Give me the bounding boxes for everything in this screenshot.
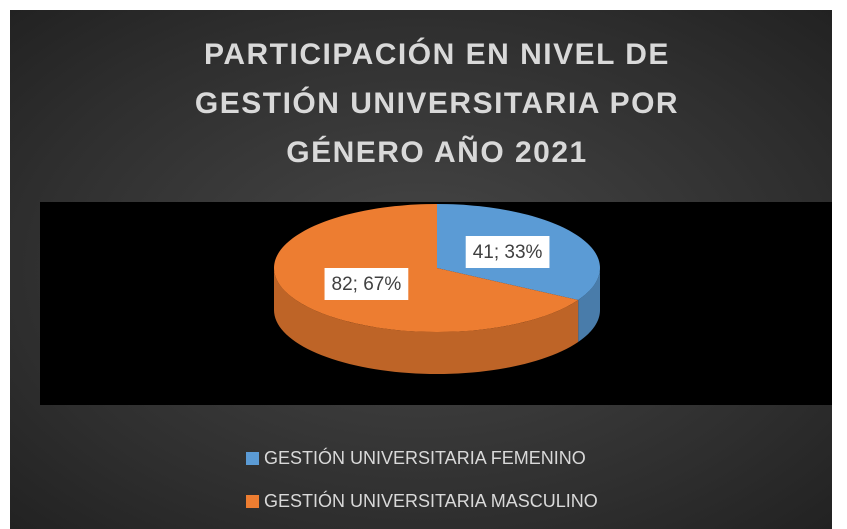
legend-swatch (246, 452, 259, 465)
data-label-box (324, 268, 409, 300)
legend-label: GESTIÓN UNIVERSITARIA FEMENINO (264, 447, 586, 468)
data-label-box (465, 236, 550, 268)
slice-side (578, 268, 600, 342)
data-label: 82; 67% (332, 274, 402, 295)
legend-swatch (246, 495, 259, 508)
legend-label: GESTIÓN UNIVERSITARIA MASCULINO (264, 490, 598, 511)
slice-side (274, 268, 579, 374)
chart-title: PARTICIPACIÓN EN NIVEL DE GESTIÓN UNIVER… (194, 38, 680, 169)
data-label: 41; 33% (473, 242, 543, 263)
